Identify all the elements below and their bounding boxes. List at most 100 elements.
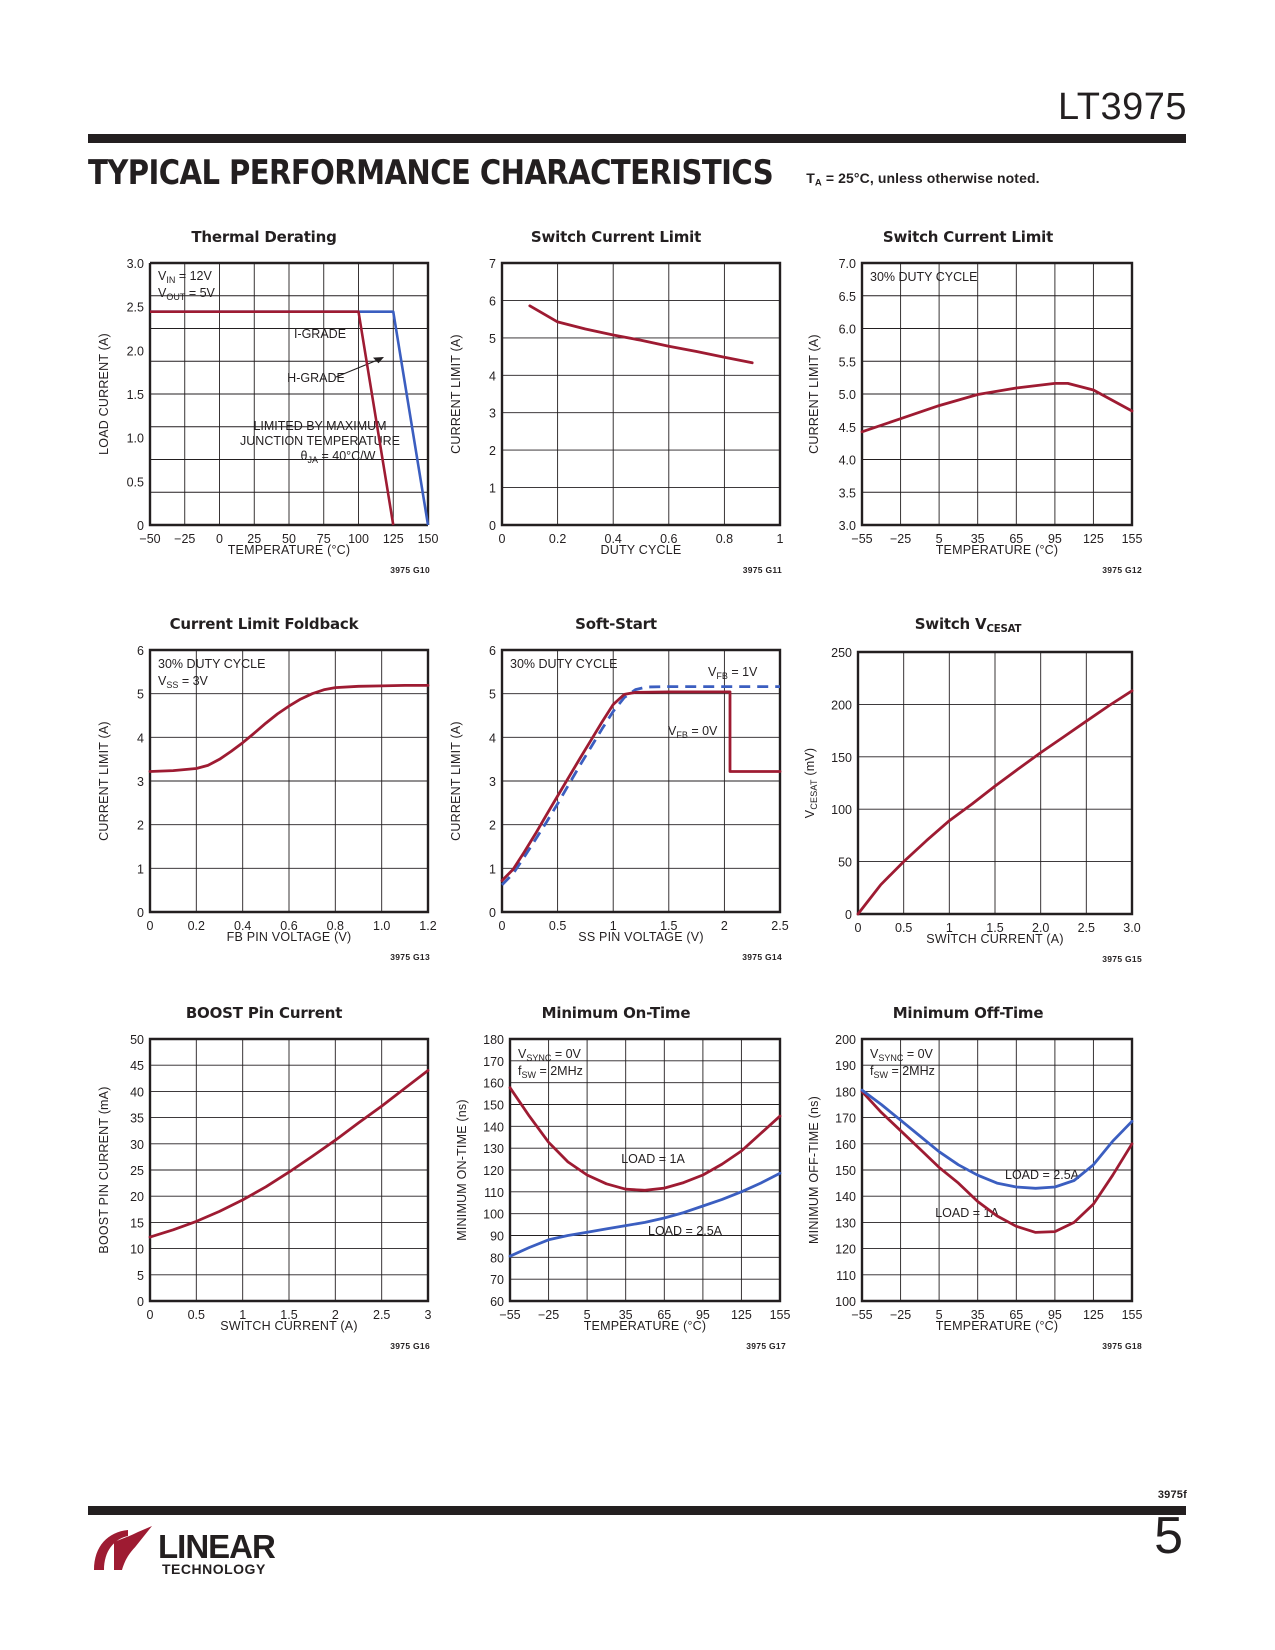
svg-text:0.4: 0.4 bbox=[234, 919, 251, 933]
svg-text:0: 0 bbox=[147, 919, 154, 933]
svg-text:2: 2 bbox=[489, 819, 496, 833]
svg-text:−50: −50 bbox=[139, 532, 160, 546]
svg-text:70: 70 bbox=[490, 1273, 504, 1287]
svg-text:0.5: 0.5 bbox=[895, 921, 912, 935]
svg-text:95: 95 bbox=[1048, 1308, 1062, 1322]
svg-text:0.6: 0.6 bbox=[660, 532, 677, 546]
svg-text:1: 1 bbox=[489, 862, 496, 876]
svg-text:CURRENT LIMIT (A): CURRENT LIMIT (A) bbox=[449, 334, 463, 454]
chart-svg-g11: 7 6 5 4 3 2 1 0 0 0.2 0.4 0.6 0.8 1 bbox=[449, 257, 784, 546]
svg-text:250: 250 bbox=[831, 646, 852, 660]
svg-text:45: 45 bbox=[130, 1059, 144, 1073]
header-rule bbox=[88, 134, 1186, 143]
svg-text:0.8: 0.8 bbox=[716, 532, 733, 546]
svg-text:40: 40 bbox=[130, 1085, 144, 1099]
svg-text:100: 100 bbox=[348, 532, 369, 546]
svg-text:3: 3 bbox=[425, 1308, 432, 1322]
chart-g17: 180 170 160 150 140 130 120 110 100 90 8… bbox=[440, 1029, 792, 1351]
chart-g18: 200 190 180 170 160 150 140 130 120 110 … bbox=[792, 1029, 1144, 1351]
svg-text:H-GRADE: H-GRADE bbox=[287, 371, 345, 385]
section-condition: TA = 25°C, unless otherwise noted. bbox=[806, 170, 1040, 189]
svg-text:TECHNOLOGY: TECHNOLOGY bbox=[162, 1561, 266, 1577]
figure-number-g16: 3975 G16 bbox=[390, 1340, 430, 1351]
svg-text:30% DUTY CYCLE: 30% DUTY CYCLE bbox=[870, 270, 977, 284]
svg-text:5: 5 bbox=[936, 532, 943, 546]
chart-cell-g16: BOOST Pin Current 50 45 40 35 30 25 bbox=[88, 1004, 440, 1351]
chart-g11: 7 6 5 4 3 2 1 0 0 0.2 0.4 0.6 0.8 1 bbox=[440, 253, 792, 575]
svg-text:5: 5 bbox=[936, 1308, 943, 1322]
figure-number-g12: 3975 G12 bbox=[1102, 565, 1142, 575]
svg-text:6.5: 6.5 bbox=[839, 290, 856, 304]
svg-text:65: 65 bbox=[657, 1308, 671, 1322]
svg-text:VCESAT (mV): VCESAT (mV) bbox=[803, 748, 819, 818]
svg-text:155: 155 bbox=[1122, 532, 1143, 546]
svg-text:1: 1 bbox=[946, 921, 953, 935]
chart-title-minimum-off-time: Minimum Off-Time bbox=[892, 1003, 1044, 1022]
svg-text:125: 125 bbox=[1083, 1308, 1104, 1322]
svg-text:4: 4 bbox=[137, 731, 144, 745]
svg-text:0: 0 bbox=[137, 1295, 144, 1309]
svg-text:LOAD = 2.5A: LOAD = 2.5A bbox=[1005, 1168, 1080, 1182]
svg-text:50: 50 bbox=[838, 855, 852, 869]
chart-title-current-limit-foldback: Current Limit Foldback bbox=[169, 615, 359, 633]
linear-technology-logo: LINEAR TECHNOLOGY bbox=[92, 1524, 362, 1586]
svg-text:2: 2 bbox=[332, 1308, 339, 1322]
svg-text:50: 50 bbox=[130, 1033, 144, 1047]
svg-text:LOAD = 1A: LOAD = 1A bbox=[621, 1152, 685, 1166]
svg-text:3.0: 3.0 bbox=[1123, 921, 1140, 935]
chart-title-switch-vcesat: Switch VCESAT bbox=[914, 615, 1022, 635]
xaxis-label-g10: TEMPERATURE (°C) bbox=[227, 543, 351, 557]
svg-text:VFB = 0V: VFB = 0V bbox=[668, 724, 718, 740]
svg-text:JUNCTION TEMPERATURE: JUNCTION TEMPERATURE bbox=[240, 434, 400, 448]
svg-text:4: 4 bbox=[489, 731, 496, 745]
svg-text:3.0: 3.0 bbox=[839, 519, 856, 533]
xaxis-label-g15: SWITCH CURRENT (A) bbox=[926, 931, 1064, 946]
figure-number-g15: 3975 G15 bbox=[1102, 953, 1142, 964]
svg-text:30% DUTY CYCLE: 30% DUTY CYCLE bbox=[158, 657, 265, 671]
svg-text:30% DUTY CYCLE: 30% DUTY CYCLE bbox=[510, 657, 617, 671]
series-load-2p5a bbox=[860, 1088, 1134, 1190]
svg-text:125: 125 bbox=[383, 532, 404, 546]
svg-text:3: 3 bbox=[137, 775, 144, 789]
chart-cell-g14: Soft-Start 6 5 4 3 2 1 0 bbox=[440, 615, 792, 962]
svg-text:6: 6 bbox=[137, 644, 144, 658]
svg-text:160: 160 bbox=[483, 1077, 504, 1091]
svg-text:130: 130 bbox=[835, 1216, 856, 1230]
svg-text:100: 100 bbox=[483, 1208, 504, 1222]
svg-text:1.5: 1.5 bbox=[127, 388, 144, 402]
svg-text:180: 180 bbox=[835, 1085, 856, 1099]
svg-text:1: 1 bbox=[489, 482, 496, 496]
svg-text:fSW = 2MHz: fSW = 2MHz bbox=[518, 1064, 583, 1080]
chart-svg-g18: 200 190 180 170 160 150 140 130 120 110 … bbox=[807, 1033, 1142, 1322]
svg-text:30: 30 bbox=[130, 1138, 144, 1152]
svg-text:5: 5 bbox=[489, 332, 496, 346]
svg-text:0: 0 bbox=[845, 908, 852, 922]
svg-text:0: 0 bbox=[489, 906, 496, 920]
figure-number-g14: 3975 G14 bbox=[742, 952, 782, 962]
svg-text:125: 125 bbox=[1083, 532, 1104, 546]
svg-text:4.5: 4.5 bbox=[839, 421, 856, 435]
svg-text:25: 25 bbox=[247, 532, 261, 546]
svg-text:15: 15 bbox=[130, 1216, 144, 1230]
chart-title-switch-current-limit-temp: Switch Current Limit bbox=[882, 228, 1054, 246]
svg-text:BOOST PIN CURRENT (mA): BOOST PIN CURRENT (mA) bbox=[97, 1086, 111, 1253]
svg-text:I-GRADE: I-GRADE bbox=[294, 327, 346, 341]
series-load-1a bbox=[860, 1089, 1134, 1234]
figure-number-g17: 3975 G17 bbox=[746, 1340, 786, 1351]
svg-text:25: 25 bbox=[130, 1164, 144, 1178]
svg-text:110: 110 bbox=[484, 1186, 504, 1200]
svg-text:95: 95 bbox=[1048, 532, 1062, 546]
xaxis-label-g18: TEMPERATURE (°C) bbox=[935, 1318, 1059, 1333]
charts-grid: Thermal Derating 3.0 2.5 2.0 bbox=[88, 228, 1188, 1351]
chart-row-1: Thermal Derating 3.0 2.5 2.0 bbox=[88, 228, 1188, 575]
svg-text:0.4: 0.4 bbox=[605, 532, 622, 546]
chart-cell-g18: Minimum Off-Time 200 190 180 170 160 1 bbox=[792, 1003, 1144, 1351]
series-current-limit bbox=[528, 304, 754, 365]
svg-text:140: 140 bbox=[835, 1190, 856, 1204]
svg-text:LOAD = 2.5A: LOAD = 2.5A bbox=[648, 1224, 723, 1238]
svg-text:VFB = 1V: VFB = 1V bbox=[708, 665, 758, 681]
chart-title-soft-start: Soft-Start bbox=[575, 615, 657, 633]
series-boost-pin-current bbox=[148, 1068, 430, 1239]
svg-text:180: 180 bbox=[483, 1033, 504, 1047]
chart-row-2: Current Limit Foldback 6 5 4 3 2 1 bbox=[88, 615, 1188, 964]
